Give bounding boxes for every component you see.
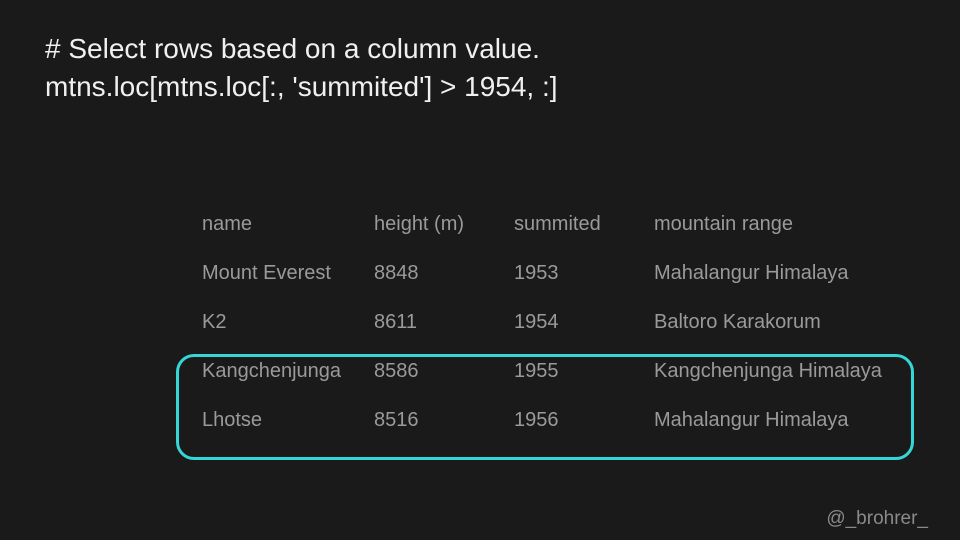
code-line-expression: mtns.loc[mtns.loc[:, 'summited'] > 1954,… bbox=[45, 68, 558, 106]
cell-name: Kangchenjunga bbox=[190, 347, 362, 396]
table-row: Lhotse 8516 1956 Mahalangur Himalaya bbox=[190, 396, 912, 445]
cell-range: Mahalangur Himalaya bbox=[642, 396, 912, 445]
cell-range: Kangchenjunga Himalaya bbox=[642, 347, 912, 396]
cell-name: Lhotse bbox=[190, 396, 362, 445]
cell-height: 8516 bbox=[362, 396, 502, 445]
cell-height: 8611 bbox=[362, 298, 502, 347]
data-table: name height (m) summited mountain range … bbox=[190, 200, 912, 445]
attribution-handle: @_brohrer_ bbox=[826, 508, 928, 530]
cell-summited: 1955 bbox=[502, 347, 642, 396]
cell-summited: 1953 bbox=[502, 249, 642, 298]
data-table-wrap: name height (m) summited mountain range … bbox=[190, 200, 912, 445]
cell-range: Baltoro Karakorum bbox=[642, 298, 912, 347]
col-header-height: height (m) bbox=[362, 200, 502, 249]
table-row: K2 8611 1954 Baltoro Karakorum bbox=[190, 298, 912, 347]
col-header-name: name bbox=[190, 200, 362, 249]
cell-name: K2 bbox=[190, 298, 362, 347]
code-line-comment: # Select rows based on a column value. bbox=[45, 30, 558, 68]
cell-height: 8586 bbox=[362, 347, 502, 396]
table-row: Kangchenjunga 8586 1955 Kangchenjunga Hi… bbox=[190, 347, 912, 396]
cell-summited: 1954 bbox=[502, 298, 642, 347]
cell-height: 8848 bbox=[362, 249, 502, 298]
col-header-summited: summited bbox=[502, 200, 642, 249]
code-block: # Select rows based on a column value. m… bbox=[45, 30, 558, 106]
cell-range: Mahalangur Himalaya bbox=[642, 249, 912, 298]
col-header-range: mountain range bbox=[642, 200, 912, 249]
cell-name: Mount Everest bbox=[190, 249, 362, 298]
cell-summited: 1956 bbox=[502, 396, 642, 445]
table-header-row: name height (m) summited mountain range bbox=[190, 200, 912, 249]
table-row: Mount Everest 8848 1953 Mahalangur Himal… bbox=[190, 249, 912, 298]
